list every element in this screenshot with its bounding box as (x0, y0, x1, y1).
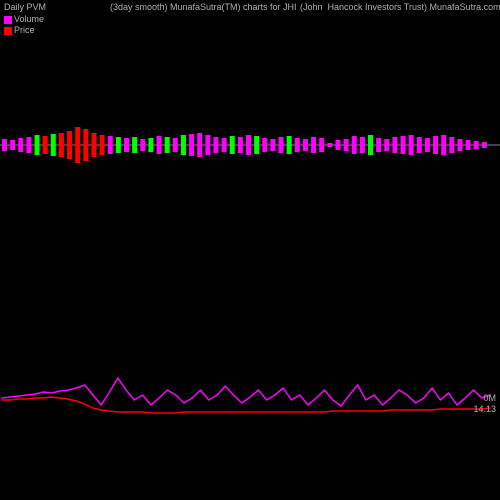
chart-canvas: 0M14.13 (0, 0, 500, 500)
axis-label: 0M (483, 393, 496, 403)
axis-label: 14.13 (473, 404, 496, 414)
